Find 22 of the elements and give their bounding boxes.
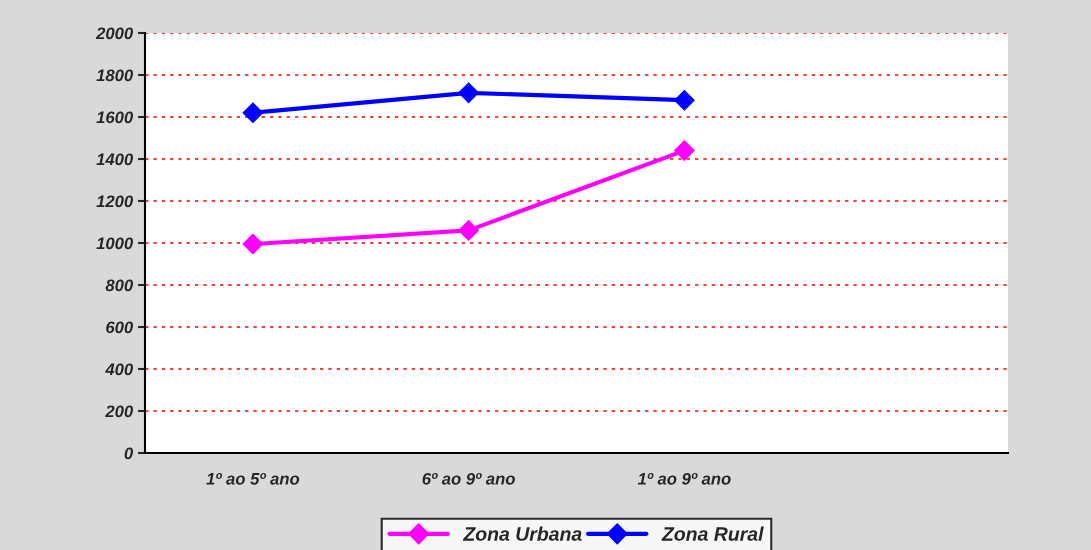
legend-label: Zona Rural [661,526,764,541]
point [674,89,695,111]
x-tick-label: 6º ao 9º ano [422,472,515,485]
y-tick-label: 600 [106,321,134,334]
legend-label: Zona Urbana [462,526,582,541]
y-tick-label: 200 [105,405,134,418]
point [242,102,264,124]
point [242,233,264,255]
y-tick-label: 1400 [96,153,134,166]
y-tick-label: 0 [124,447,134,460]
x-tick-label: 1º ao 5º ano [206,472,300,485]
point [458,82,479,104]
y-tick-label: 800 [105,279,134,292]
y-tick-label: 1200 [96,195,134,208]
y-tick-label: 400 [105,363,134,376]
point [458,220,479,241]
y-tick-label: 2000 [95,27,134,40]
y-tick-label: 1600 [96,111,134,124]
x-tick-label: 1º ao 9º ano [637,472,731,485]
y-tick-label: 1800 [96,69,134,82]
y-tick-label: 1000 [96,237,134,250]
point [674,140,695,161]
